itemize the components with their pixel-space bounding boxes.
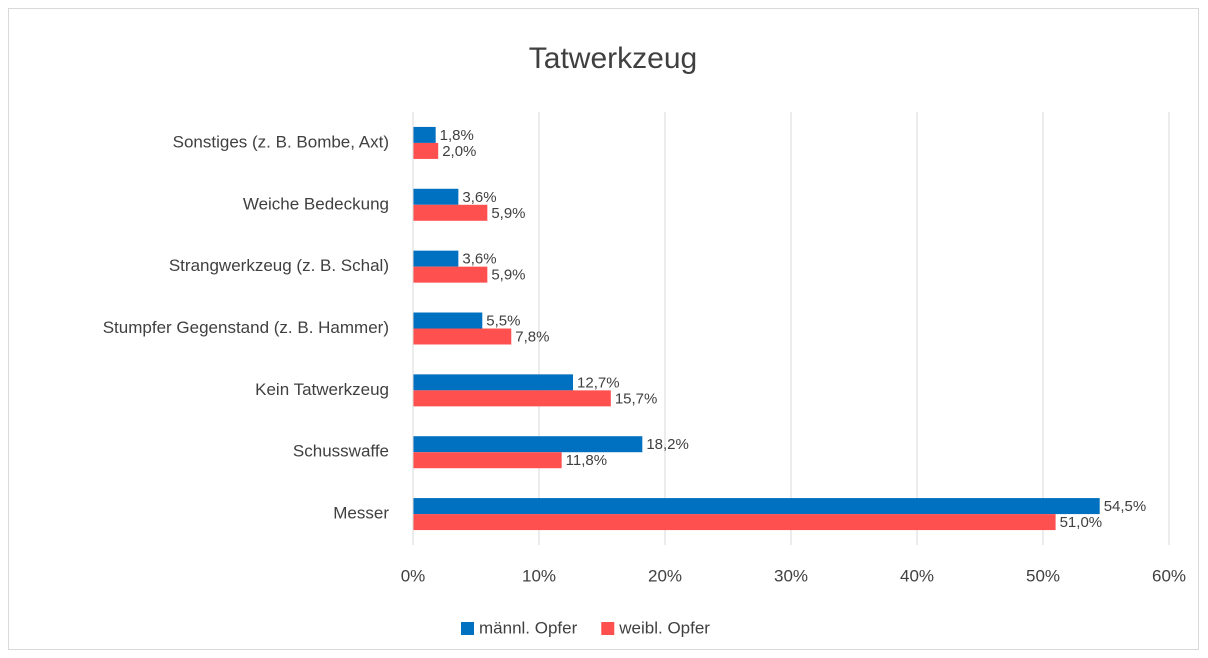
x-tick-label: 50% — [1026, 566, 1060, 585]
bar — [413, 312, 483, 329]
value-label: 15,7% — [615, 390, 658, 407]
y-tick-label: Weiche Bedeckung — [243, 194, 389, 213]
y-tick-label: Schusswaffe — [293, 442, 389, 461]
y-tick-label: Strangwerkzeug (z. B. Schal) — [169, 256, 389, 275]
value-label: 3,6% — [462, 189, 496, 206]
bar — [413, 390, 611, 407]
value-label: 1,8% — [440, 127, 474, 144]
x-tick-label: 20% — [648, 566, 682, 585]
bar — [413, 204, 488, 221]
legend-swatch — [461, 622, 474, 635]
bar — [413, 188, 459, 205]
chart-frame — [8, 8, 1199, 650]
bar — [413, 126, 436, 143]
chart-title: Tatwerkzeug — [529, 42, 697, 75]
legend-label: männl. Opfer — [479, 618, 578, 637]
value-label: 12,7% — [577, 374, 620, 391]
x-tick-label: 40% — [900, 566, 934, 585]
y-tick-label: Sonstiges (z. B. Bombe, Axt) — [173, 132, 389, 151]
value-label: 18,2% — [646, 436, 689, 453]
y-tick-label: Messer — [333, 504, 389, 523]
x-tick-label: 10% — [522, 566, 556, 585]
x-tick-label: 30% — [774, 566, 808, 585]
bar — [413, 266, 488, 283]
value-label: 5,5% — [486, 312, 520, 329]
bar — [413, 250, 459, 267]
legend-swatch — [601, 622, 615, 635]
value-label: 7,8% — [515, 328, 549, 345]
value-label: 3,6% — [462, 251, 496, 268]
y-tick-label: Kein Tatwerkzeug — [255, 380, 389, 399]
value-label: 2,0% — [442, 143, 476, 160]
bar — [413, 452, 562, 469]
x-tick-label: 60% — [1152, 566, 1186, 585]
x-tick-label: 0% — [401, 566, 426, 585]
bar — [413, 142, 439, 159]
value-label: 11,8% — [566, 452, 607, 469]
legend-label: weibl. Opfer — [618, 618, 710, 637]
y-tick-label: Stumpfer Gegenstand (z. B. Hammer) — [103, 318, 389, 337]
value-label: 54,5% — [1104, 498, 1147, 515]
bar — [413, 498, 1100, 515]
value-label: 51,0% — [1060, 514, 1103, 531]
bar — [413, 328, 512, 345]
bar — [413, 374, 574, 391]
bar — [413, 514, 1056, 531]
bar — [413, 436, 643, 453]
value-label: 5,9% — [491, 205, 525, 222]
value-label: 5,9% — [491, 267, 525, 284]
